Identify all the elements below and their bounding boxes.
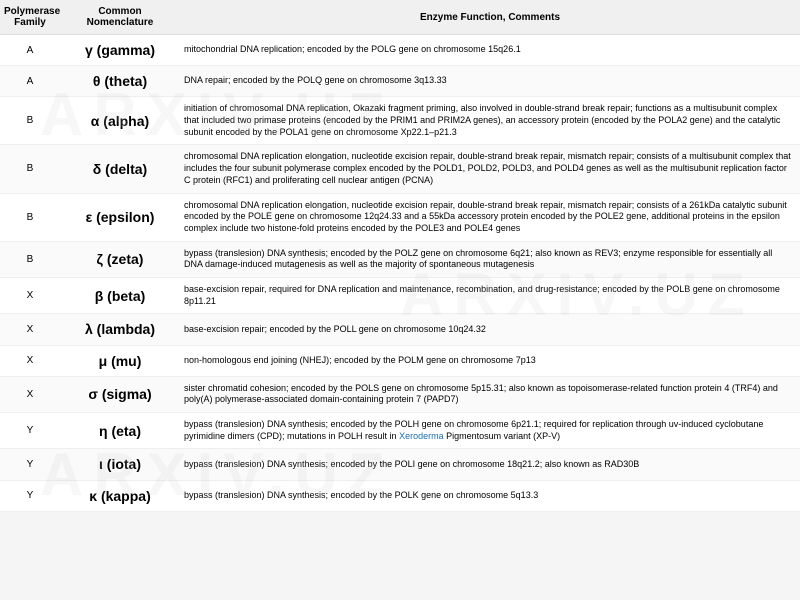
cell-function: sister chromatid cohesion; encoded by th… — [180, 376, 800, 412]
cell-common-nomenclature: γ (gamma) — [60, 35, 180, 66]
cell-common-nomenclature: θ (theta) — [60, 66, 180, 97]
cell-family: A — [0, 35, 60, 66]
table-row: Yι (iota)bypass (translesion) DNA synthe… — [0, 449, 800, 480]
cell-family: Y — [0, 413, 60, 449]
cell-family: B — [0, 193, 60, 241]
table-row: Yκ (kappa)bypass (translesion) DNA synth… — [0, 480, 800, 511]
cell-function: non-homologous end joining (NHEJ); encod… — [180, 345, 800, 376]
cell-family: X — [0, 277, 60, 313]
table-row: Bδ (delta)chromosomal DNA replication el… — [0, 145, 800, 193]
cell-family: X — [0, 345, 60, 376]
cell-family: B — [0, 145, 60, 193]
table-row: Xβ (beta)base-excision repair, required … — [0, 277, 800, 313]
cell-common-nomenclature: α (alpha) — [60, 97, 180, 145]
cell-family: A — [0, 66, 60, 97]
table-row: Xμ (mu)non-homologous end joining (NHEJ)… — [0, 345, 800, 376]
cell-common-nomenclature: δ (delta) — [60, 145, 180, 193]
col-header-family: Polymerase Family — [0, 0, 60, 35]
polymerase-table: Polymerase Family Common Nomenclature En… — [0, 0, 800, 512]
cell-function: bypass (translesion) DNA synthesis; enco… — [180, 480, 800, 511]
cell-common-nomenclature: β (beta) — [60, 277, 180, 313]
cell-function: base-excision repair, required for DNA r… — [180, 277, 800, 313]
cell-function: initiation of chromosomal DNA replicatio… — [180, 97, 800, 145]
cell-function: bypass (translesion) DNA synthesis; enco… — [180, 241, 800, 277]
table-row: Bε (epsilon)chromosomal DNA replication … — [0, 193, 800, 241]
cell-family: B — [0, 97, 60, 145]
table-row: Aθ (theta)DNA repair; encoded by the POL… — [0, 66, 800, 97]
cell-family: X — [0, 376, 60, 412]
cell-common-nomenclature: κ (kappa) — [60, 480, 180, 511]
cell-common-nomenclature: ε (epsilon) — [60, 193, 180, 241]
table-body: Aγ (gamma)mitochondrial DNA replication;… — [0, 35, 800, 512]
table-row: Yη (eta)bypass (translesion) DNA synthes… — [0, 413, 800, 449]
cell-common-nomenclature: λ (lambda) — [60, 314, 180, 345]
table-row: Bζ (zeta)bypass (translesion) DNA synthe… — [0, 241, 800, 277]
cell-family: X — [0, 314, 60, 345]
cell-function: base-excision repair; encoded by the POL… — [180, 314, 800, 345]
cell-function: bypass (translesion) DNA synthesis; enco… — [180, 449, 800, 480]
col-header-function: Enzyme Function, Comments — [180, 0, 800, 35]
table-row: Xλ (lambda)base-excision repair; encoded… — [0, 314, 800, 345]
cell-common-nomenclature: σ (sigma) — [60, 376, 180, 412]
table-row: Bα (alpha)initiation of chromosomal DNA … — [0, 97, 800, 145]
cell-function: bypass (translesion) DNA synthesis; enco… — [180, 413, 800, 449]
xeroderma-link[interactable]: Xeroderma — [399, 431, 444, 441]
cell-common-nomenclature: ζ (zeta) — [60, 241, 180, 277]
cell-common-nomenclature: μ (mu) — [60, 345, 180, 376]
cell-function: chromosomal DNA replication elongation, … — [180, 145, 800, 193]
cell-function: DNA repair; encoded by the POLQ gene on … — [180, 66, 800, 97]
cell-family: B — [0, 241, 60, 277]
cell-family: Y — [0, 449, 60, 480]
col-header-common: Common Nomenclature — [60, 0, 180, 35]
cell-common-nomenclature: η (eta) — [60, 413, 180, 449]
table-row: Xσ (sigma)sister chromatid cohesion; enc… — [0, 376, 800, 412]
cell-function: chromosomal DNA replication elongation, … — [180, 193, 800, 241]
table-row: Aγ (gamma)mitochondrial DNA replication;… — [0, 35, 800, 66]
cell-common-nomenclature: ι (iota) — [60, 449, 180, 480]
cell-family: Y — [0, 480, 60, 511]
cell-function: mitochondrial DNA replication; encoded b… — [180, 35, 800, 66]
table-header-row: Polymerase Family Common Nomenclature En… — [0, 0, 800, 35]
